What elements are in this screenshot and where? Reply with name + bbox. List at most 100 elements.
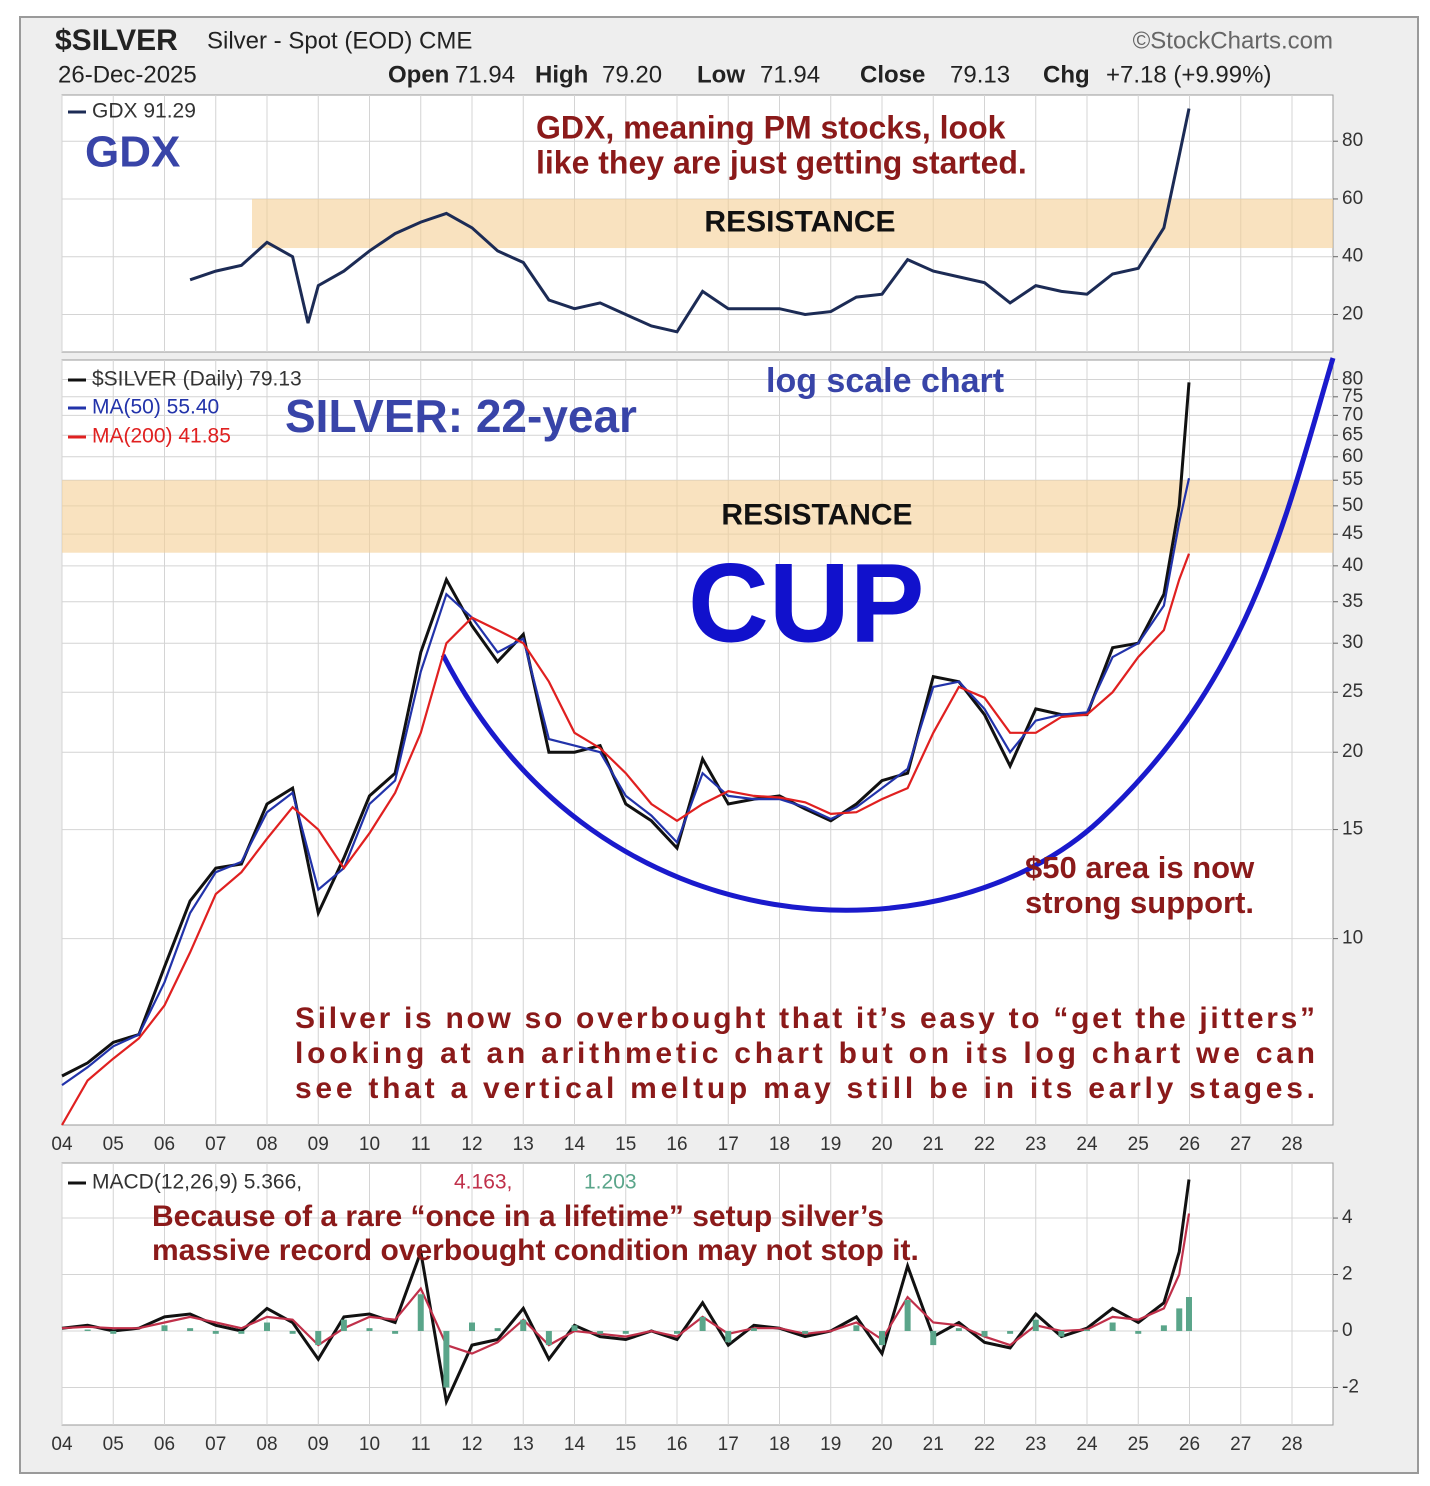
x-tick-label: 09: [308, 1434, 329, 1455]
series-line: [61, 1213, 1191, 1355]
y-tick-label: 55: [1342, 469, 1363, 490]
x-tick-label: 09: [308, 1134, 329, 1155]
histogram-bar: [1185, 1297, 1192, 1331]
histogram-bar: [1084, 1329, 1090, 1331]
x-tick-label: 19: [820, 1434, 841, 1455]
y-tick-label: 25: [1342, 681, 1363, 702]
histogram-bar: [981, 1330, 988, 1337]
quote-label: Low: [697, 61, 745, 88]
histogram-bar: [494, 1328, 501, 1331]
histogram-bar: [1032, 1319, 1039, 1331]
histogram-bar: [315, 1330, 322, 1346]
source: ©StockCharts.com: [1133, 27, 1333, 54]
quote-value: 71.94: [455, 61, 515, 88]
x-tick-label: 23: [1025, 1434, 1046, 1455]
annotation: GDX: [85, 128, 180, 177]
histogram-bar: [853, 1325, 860, 1331]
x-tick-label: 15: [615, 1434, 636, 1455]
histogram-bar: [366, 1328, 373, 1331]
histogram-bar: [955, 1328, 962, 1331]
histogram-bar: [469, 1322, 475, 1331]
x-tick-label: 05: [103, 1434, 124, 1455]
legend-label: MA(200) 41.85: [92, 425, 231, 448]
quote-label: Open: [388, 61, 449, 88]
annotation: looking at an arithmetic chart but on it…: [295, 1037, 1315, 1070]
histogram-bar: [1160, 1325, 1167, 1331]
histogram-bar: [238, 1330, 245, 1334]
annotation: $50 area is now: [1025, 850, 1255, 885]
y-tick-label: 45: [1342, 523, 1363, 544]
histogram-bar: [622, 1330, 629, 1334]
description: Silver - Spot (EOD) CME: [207, 27, 472, 54]
histogram-bar: [110, 1330, 117, 1334]
histogram-bar: [212, 1330, 219, 1334]
quote-label: High: [535, 61, 588, 88]
y-tick-label: 70: [1342, 404, 1363, 425]
x-tick-label: 07: [205, 1134, 226, 1155]
y-tick-label: 60: [1342, 446, 1363, 467]
annotation: Silver is now so overbought that it’s ea…: [295, 1002, 1315, 1035]
x-tick-label: 28: [1281, 1434, 1302, 1455]
x-tick-label: 26: [1179, 1434, 1200, 1455]
x-tick-label: 16: [666, 1134, 687, 1155]
x-tick-label: 15: [615, 1134, 636, 1155]
histogram-bar: [930, 1330, 937, 1346]
quote-label: Close: [860, 61, 925, 88]
x-tick-label: 21: [923, 1434, 944, 1455]
x-tick-label: 11: [411, 1434, 431, 1455]
quote-value: 79.13: [950, 61, 1010, 88]
y-tick-label: 0: [1342, 1320, 1353, 1341]
legend-label: 1.203: [584, 1171, 637, 1194]
y-tick-label: 2: [1342, 1264, 1353, 1285]
resistance-band: [62, 480, 1333, 553]
x-tick-label: 19: [820, 1134, 841, 1155]
histogram-bar: [264, 1322, 270, 1331]
histogram-bar: [1007, 1330, 1014, 1334]
quote-label: Chg: [1043, 61, 1090, 88]
legend-label: GDX 91.29: [92, 100, 196, 123]
x-tick-label: 23: [1025, 1134, 1046, 1155]
series-line: [189, 108, 1191, 334]
quote-value: +7.18 (+9.99%): [1106, 61, 1271, 88]
x-tick-label: 20: [871, 1134, 892, 1155]
x-tick-label: 10: [359, 1134, 380, 1155]
histogram-bar: [289, 1330, 296, 1334]
x-tick-label: 07: [205, 1434, 226, 1455]
x-tick-label: 25: [1128, 1434, 1149, 1455]
x-tick-label: 20: [871, 1434, 892, 1455]
y-tick-label: 35: [1342, 591, 1363, 612]
histogram-bar: [1135, 1330, 1142, 1334]
histogram-bar: [879, 1330, 885, 1346]
histogram-bar: [725, 1330, 732, 1343]
annotation: GDX, meaning PM stocks, look: [536, 109, 1006, 145]
y-tick-label: 75: [1342, 386, 1363, 407]
histogram-bar: [1109, 1322, 1116, 1331]
x-tick-label: 21: [923, 1134, 944, 1155]
annotation: Because of a rare “once in a lifetime” s…: [152, 1200, 884, 1233]
series-line: [61, 478, 1191, 1087]
x-tick-label: 22: [974, 1434, 995, 1455]
y-tick-label: 30: [1342, 632, 1363, 653]
x-tick-label: 22: [974, 1134, 995, 1155]
annotation: SILVER: 22-year: [285, 390, 637, 442]
x-tick-label: 28: [1281, 1134, 1302, 1155]
x-tick-label: 13: [513, 1434, 534, 1455]
histogram-bar: [520, 1319, 527, 1331]
histogram-bar: [187, 1328, 194, 1331]
histogram-bar: [443, 1330, 450, 1388]
histogram-bar: [545, 1330, 552, 1346]
annotation: strong support.: [1025, 885, 1254, 920]
x-tick-label: 17: [718, 1134, 739, 1155]
y-tick-label: -2: [1342, 1376, 1359, 1397]
band-label: RESISTANCE: [721, 498, 912, 531]
histogram-bar: [161, 1325, 168, 1331]
x-tick-label: 10: [359, 1434, 380, 1455]
x-tick-label: 08: [256, 1434, 277, 1455]
y-tick-label: 80: [1342, 368, 1363, 389]
y-tick-label: 20: [1342, 741, 1363, 762]
series-line: [61, 1179, 1191, 1407]
histogram-bar: [597, 1330, 604, 1334]
y-tick-label: 20: [1342, 303, 1363, 324]
